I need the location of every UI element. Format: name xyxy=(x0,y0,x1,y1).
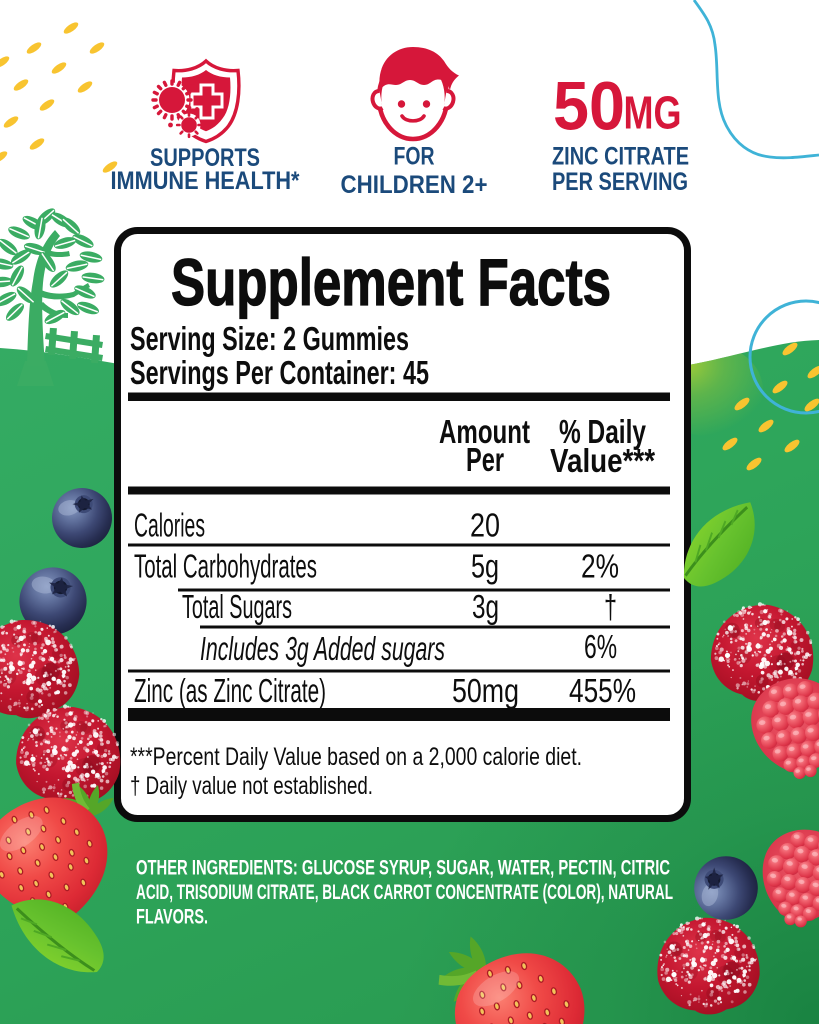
svg-text:Per: Per xyxy=(466,441,504,478)
svg-text:† Daily value not established.: † Daily value not established. xyxy=(130,772,373,800)
svg-text:PER SERVING: PER SERVING xyxy=(552,168,688,196)
svg-text:CHILDREN 2+: CHILDREN 2+ xyxy=(341,171,488,199)
svg-text:50: 50 xyxy=(553,68,625,145)
svg-text:Amount: Amount xyxy=(439,413,530,450)
svg-text:FLAVORS.: FLAVORS. xyxy=(136,906,208,929)
svg-text:***Percent Daily Value based o: ***Percent Daily Value based on a 2,000 … xyxy=(130,743,582,771)
svg-text:ACID, TRISODIUM CITRATE, BLACK: ACID, TRISODIUM CITRATE, BLACK CARROT CO… xyxy=(136,881,673,904)
svg-text:FOR: FOR xyxy=(394,143,435,171)
svg-text:6%: 6% xyxy=(584,628,617,665)
svg-text:Zinc (as Zinc Citrate): Zinc (as Zinc Citrate) xyxy=(134,672,326,709)
svg-text:IMMUNE HEALTH*: IMMUNE HEALTH* xyxy=(111,167,300,195)
svg-text:SUPPORTS: SUPPORTS xyxy=(150,144,260,172)
svg-text:455%: 455% xyxy=(569,672,636,709)
svg-text:% Daily: % Daily xyxy=(559,413,646,450)
svg-text:5g: 5g xyxy=(471,548,499,585)
svg-text:Serving Size: 2 Gummies: Serving Size: 2 Gummies xyxy=(130,320,409,357)
svg-text:ZINC CITRATE: ZINC CITRATE xyxy=(552,143,689,171)
svg-text:Servings Per Container: 45: Servings Per Container: 45 xyxy=(130,354,429,391)
svg-text:50mg: 50mg xyxy=(452,672,519,709)
svg-text:Supplement Facts: Supplement Facts xyxy=(171,245,611,319)
svg-text:3g: 3g xyxy=(472,588,499,625)
svg-text:Includes 3g Added sugars: Includes 3g Added sugars xyxy=(200,630,445,667)
svg-text:Calories: Calories xyxy=(134,507,205,544)
svg-text:Value***: Value*** xyxy=(550,442,655,479)
svg-text:20: 20 xyxy=(470,507,500,544)
svg-text:Total Sugars: Total Sugars xyxy=(182,588,292,625)
svg-text:†: † xyxy=(604,588,617,625)
svg-text:OTHER INGREDIENTS: GLUCOSE SYR: OTHER INGREDIENTS: GLUCOSE SYRUP, SUGAR,… xyxy=(136,857,670,880)
svg-text:2%: 2% xyxy=(581,548,619,585)
svg-text:Total Carbohydrates: Total Carbohydrates xyxy=(134,548,317,585)
svg-text:MG: MG xyxy=(624,87,682,139)
